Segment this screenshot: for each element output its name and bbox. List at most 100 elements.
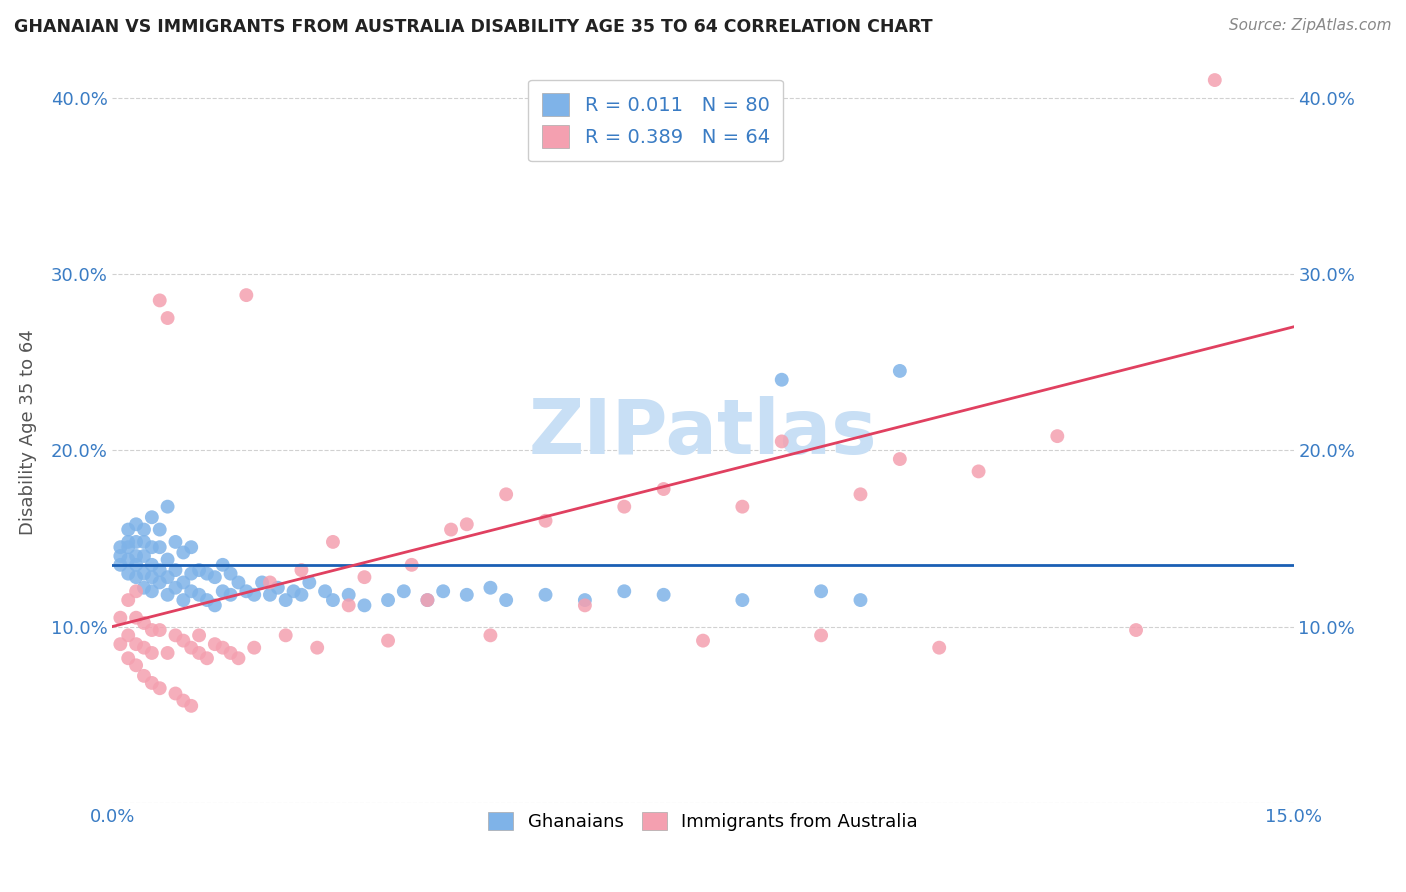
Point — [149, 681, 172, 696]
Point — [165, 563, 187, 577]
Point — [110, 637, 132, 651]
Point — [188, 646, 211, 660]
Point — [314, 584, 336, 599]
Point — [810, 628, 832, 642]
Point — [889, 364, 911, 378]
Point — [770, 373, 793, 387]
Point — [165, 686, 187, 700]
Point — [889, 452, 911, 467]
Point — [967, 464, 990, 478]
Point — [479, 581, 502, 595]
Point — [132, 669, 155, 683]
Point — [149, 563, 172, 577]
Legend: Ghanaians, Immigrants from Australia: Ghanaians, Immigrants from Australia — [481, 805, 925, 838]
Point — [125, 558, 148, 572]
Point — [235, 288, 257, 302]
Point — [204, 570, 226, 584]
Point — [156, 570, 179, 584]
Point — [652, 482, 675, 496]
Point — [110, 540, 132, 554]
Point — [125, 517, 148, 532]
Point — [165, 535, 187, 549]
Point — [117, 523, 139, 537]
Point — [322, 535, 344, 549]
Point — [149, 540, 172, 554]
Point — [172, 575, 194, 590]
Point — [188, 563, 211, 577]
Point — [125, 658, 148, 673]
Point — [534, 514, 557, 528]
Point — [156, 552, 179, 566]
Point — [307, 640, 329, 655]
Point — [495, 487, 517, 501]
Point — [132, 640, 155, 655]
Y-axis label: Disability Age 35 to 64: Disability Age 35 to 64 — [18, 330, 37, 535]
Point — [156, 646, 179, 660]
Point — [125, 570, 148, 584]
Point — [770, 434, 793, 449]
Point — [456, 517, 478, 532]
Point — [1125, 623, 1147, 637]
Point — [172, 633, 194, 648]
Point — [211, 640, 233, 655]
Point — [110, 558, 132, 572]
Point — [337, 588, 360, 602]
Point — [353, 570, 375, 584]
Point — [849, 593, 872, 607]
Point — [172, 593, 194, 607]
Point — [141, 570, 163, 584]
Point — [211, 584, 233, 599]
Point — [180, 584, 202, 599]
Point — [132, 581, 155, 595]
Point — [731, 500, 754, 514]
Point — [337, 599, 360, 613]
Point — [652, 588, 675, 602]
Point — [377, 633, 399, 648]
Point — [219, 588, 242, 602]
Point — [180, 640, 202, 655]
Point — [259, 588, 281, 602]
Point — [141, 623, 163, 637]
Point — [149, 293, 172, 308]
Point — [165, 628, 187, 642]
Point — [479, 628, 502, 642]
Point — [353, 599, 375, 613]
Point — [322, 593, 344, 607]
Point — [290, 588, 312, 602]
Point — [141, 584, 163, 599]
Point — [188, 588, 211, 602]
Point — [1046, 429, 1069, 443]
Point — [195, 651, 218, 665]
Point — [377, 593, 399, 607]
Text: GHANAIAN VS IMMIGRANTS FROM AUSTRALIA DISABILITY AGE 35 TO 64 CORRELATION CHART: GHANAIAN VS IMMIGRANTS FROM AUSTRALIA DI… — [14, 18, 932, 36]
Point — [132, 566, 155, 581]
Point — [534, 588, 557, 602]
Point — [141, 558, 163, 572]
Point — [180, 566, 202, 581]
Point — [416, 593, 439, 607]
Point — [132, 615, 155, 630]
Point — [495, 593, 517, 607]
Point — [810, 584, 832, 599]
Point — [392, 584, 415, 599]
Point — [928, 640, 950, 655]
Point — [132, 535, 155, 549]
Point — [141, 510, 163, 524]
Point — [298, 575, 321, 590]
Point — [117, 566, 139, 581]
Point — [440, 523, 463, 537]
Point — [250, 575, 273, 590]
Point — [149, 575, 172, 590]
Point — [125, 610, 148, 624]
Point — [574, 593, 596, 607]
Point — [574, 599, 596, 613]
Point — [125, 637, 148, 651]
Point — [156, 311, 179, 326]
Point — [432, 584, 454, 599]
Point — [456, 588, 478, 602]
Point — [132, 549, 155, 563]
Point — [228, 575, 250, 590]
Point — [235, 584, 257, 599]
Point — [149, 523, 172, 537]
Point — [117, 540, 139, 554]
